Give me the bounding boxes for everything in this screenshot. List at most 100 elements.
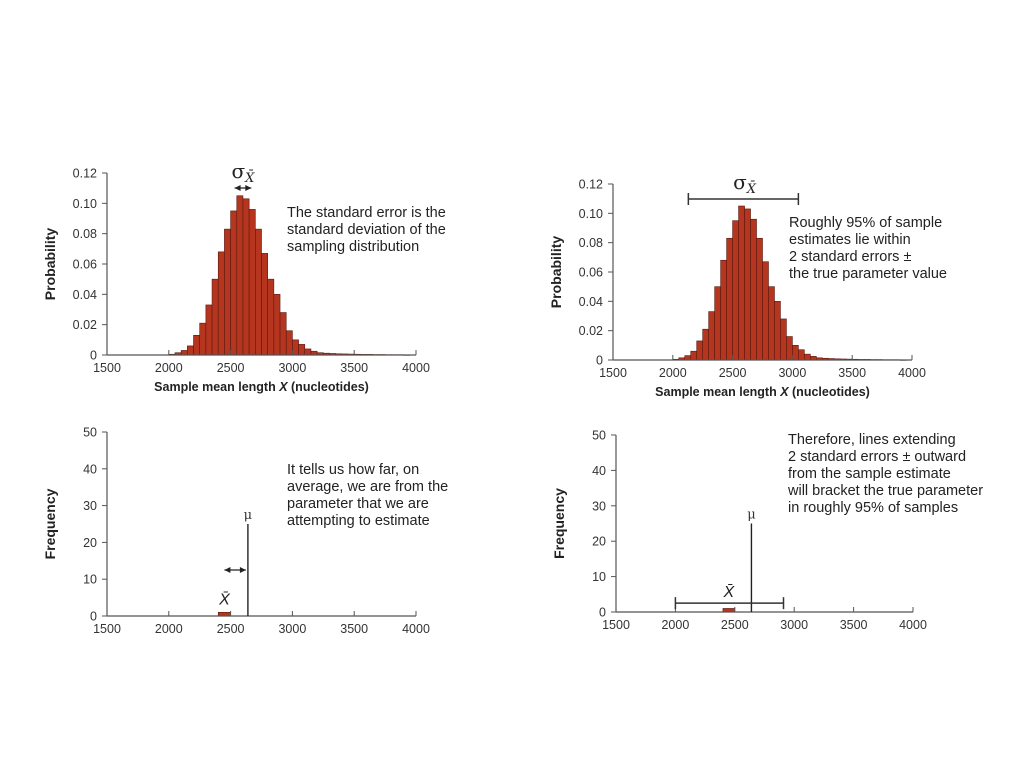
histogram-bar bbox=[792, 345, 799, 361]
panel-bottom-right: 1500 2000 2500 3000 3500 4000 0 10 20 30 40 50 Frequ… bbox=[512, 410, 1024, 650]
histogram-bar bbox=[744, 208, 751, 361]
histogram-bar bbox=[780, 318, 787, 361]
arrow-left-icon bbox=[224, 567, 231, 573]
x-tick-label: 4000 bbox=[899, 618, 927, 632]
histogram-bar bbox=[261, 253, 268, 356]
y-tick-label: 0 bbox=[90, 349, 97, 363]
histogram-bar bbox=[298, 344, 306, 356]
mu-label: μ bbox=[747, 508, 755, 523]
x-tick-label: 1500 bbox=[93, 361, 121, 375]
x-tick-label: 2500 bbox=[217, 622, 245, 636]
x-tick-label: 2000 bbox=[659, 366, 687, 380]
histogram-bar bbox=[205, 304, 213, 356]
note-standard-error: The standard error is the standard devia… bbox=[287, 205, 446, 255]
y-axis-label: Probability bbox=[548, 236, 564, 309]
y-tick-label: 0.12 bbox=[73, 167, 97, 181]
histogram-bar bbox=[762, 261, 769, 361]
panel-bottom-left: 1500 2000 2500 3000 3500 4000 0 10 20 30 40 50 Frequ… bbox=[0, 410, 512, 650]
x-tick-label: 4000 bbox=[402, 622, 430, 636]
mu-label: μ bbox=[244, 508, 252, 523]
y-tick-label: 0.08 bbox=[73, 227, 97, 241]
y-tick-label: 0.04 bbox=[73, 288, 97, 302]
chart-top-right: 1500 2000 2500 3000 3500 4000 0 0.02 0.04 0.06 0.0… bbox=[548, 170, 926, 399]
x-tick-label: 2000 bbox=[155, 361, 183, 375]
histogram-bar bbox=[750, 218, 757, 361]
y-tick-label: 0.06 bbox=[73, 258, 97, 272]
histogram-bar bbox=[768, 286, 775, 361]
arrow-right-icon bbox=[239, 567, 246, 573]
y-tick-label: 20 bbox=[592, 535, 606, 549]
x-tick-label: 3000 bbox=[780, 618, 808, 632]
y-tick-label: 10 bbox=[592, 570, 606, 584]
y-tick-label: 0.10 bbox=[579, 207, 603, 221]
x-tick-label: 1500 bbox=[602, 618, 630, 632]
x-tick-label: 2000 bbox=[155, 622, 183, 636]
sigma-xbar-label: σX̄ bbox=[733, 170, 757, 197]
histogram-bar bbox=[187, 345, 194, 356]
panel-top-left: 1500 2000 2500 3000 3500 4000 0 0.02 0.04 0.06 0.0… bbox=[0, 150, 512, 410]
x-axis-label: Sample mean length X (nucleotides) bbox=[655, 385, 870, 399]
histogram-bar bbox=[236, 195, 244, 356]
y-tick-label: 0.06 bbox=[579, 266, 603, 280]
histogram-bar bbox=[786, 336, 793, 361]
note-bracket: Therefore, lines extending 2 standard er… bbox=[788, 432, 984, 516]
histogram-bar bbox=[180, 350, 188, 356]
y-tick-label: 0 bbox=[599, 606, 606, 620]
histogram-bar bbox=[690, 350, 698, 361]
y-tick-label: 20 bbox=[83, 536, 97, 550]
x-tick-label: 3500 bbox=[840, 618, 868, 632]
histogram-bar bbox=[230, 210, 238, 356]
histogram-bar bbox=[702, 328, 709, 361]
x-tick-label: 4000 bbox=[898, 366, 926, 380]
y-tick-label: 40 bbox=[83, 462, 97, 476]
y-tick-label: 0.12 bbox=[579, 178, 603, 192]
y-tick-label: 0.10 bbox=[73, 197, 97, 211]
panel-top-right: 1500 2000 2500 3000 3500 4000 0 0.02 0.04 0.06 0.0… bbox=[512, 150, 1024, 410]
y-axis-label: Frequency bbox=[42, 488, 58, 559]
x-tick-label: 3500 bbox=[838, 366, 866, 380]
histogram-bar bbox=[804, 353, 811, 361]
x-tick-label: 2500 bbox=[719, 366, 747, 380]
x-axis-label: Sample mean length X (nucleotides) bbox=[154, 380, 369, 394]
x-tick-label: 3000 bbox=[278, 622, 306, 636]
arrow-right-icon bbox=[245, 185, 252, 191]
histogram-bar bbox=[242, 198, 250, 356]
y-axis-label: Probability bbox=[42, 228, 58, 301]
histogram-bar bbox=[696, 340, 704, 361]
y-tick-label: 0.02 bbox=[73, 318, 97, 332]
x-tick-label: 3500 bbox=[340, 622, 368, 636]
histogram-bar bbox=[684, 355, 692, 361]
histogram-bar bbox=[279, 312, 287, 356]
histogram-bar bbox=[255, 228, 262, 356]
histogram-bar bbox=[248, 209, 256, 356]
x-tick-label: 2500 bbox=[217, 361, 245, 375]
y-tick-label: 50 bbox=[592, 429, 606, 443]
x-tick-label: 1500 bbox=[93, 622, 121, 636]
y-tick-label: 50 bbox=[83, 426, 97, 440]
note-95-percent: Roughly 95% of sample estimates lie with… bbox=[789, 215, 947, 282]
chart-bottom-right: 1500 2000 2500 3000 3500 4000 0 10 20 30 40 50 Frequ… bbox=[551, 429, 927, 633]
histogram-bar bbox=[199, 322, 207, 356]
histogram-bar bbox=[774, 301, 781, 361]
xbar-label: X̄ bbox=[218, 591, 231, 608]
y-tick-label: 40 bbox=[592, 464, 606, 478]
arrow-left-icon bbox=[234, 185, 241, 191]
y-axis-label: Frequency bbox=[551, 488, 567, 559]
histogram-bar bbox=[304, 348, 312, 356]
histogram-bar bbox=[726, 237, 733, 361]
sigma-xbar-label: σX̄ bbox=[231, 159, 255, 186]
histogram-bar bbox=[292, 339, 299, 356]
x-tick-label: 3500 bbox=[340, 361, 368, 375]
histogram-bar bbox=[714, 286, 721, 361]
histogram-bar bbox=[285, 330, 293, 356]
y-tick-label: 0 bbox=[596, 354, 603, 368]
y-tick-label: 10 bbox=[83, 573, 97, 587]
histogram-bar bbox=[217, 251, 225, 356]
x-tick-label: 1500 bbox=[599, 366, 627, 380]
chart-bottom-left: 1500 2000 2500 3000 3500 4000 0 10 20 30 40 50 Frequ… bbox=[42, 426, 430, 637]
histogram-bar bbox=[738, 205, 745, 361]
x-tick-label: 3000 bbox=[278, 361, 306, 375]
histogram-bar bbox=[756, 237, 763, 361]
y-tick-label: 30 bbox=[83, 499, 97, 513]
chart-top-left: 1500 2000 2500 3000 3500 4000 0 0.02 0.04 0.06 0.0… bbox=[42, 159, 430, 394]
